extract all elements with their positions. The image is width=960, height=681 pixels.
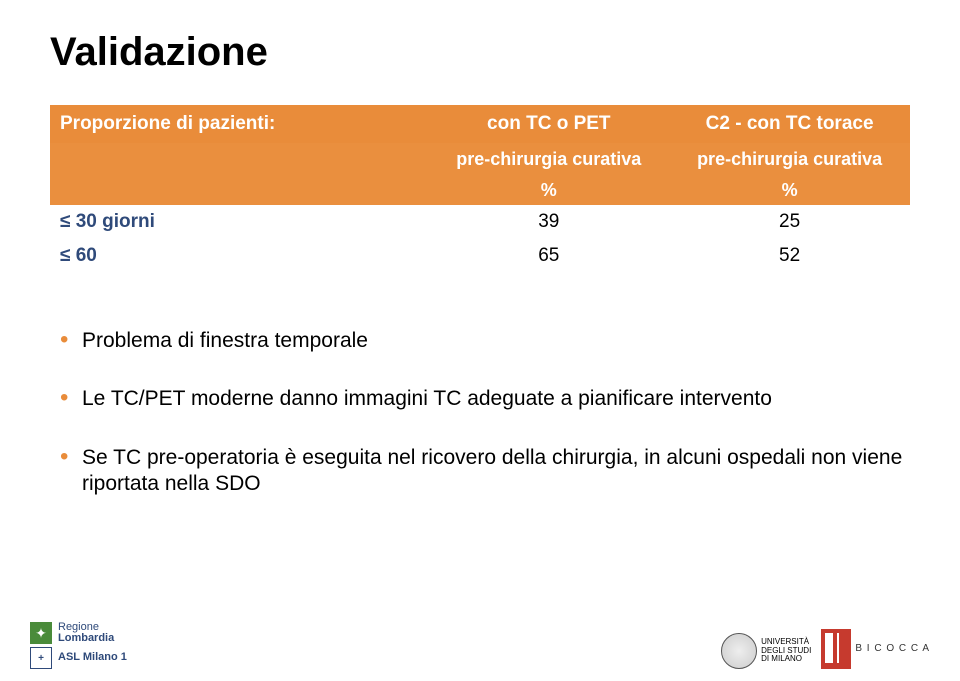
data-table: Proporzione di pazienti: con TC o PET C2… <box>50 105 910 273</box>
th-pre2: pre-chirurgia curativa <box>669 143 910 176</box>
table-row: ≤ 30 giorni 39 25 <box>50 205 910 239</box>
th-blank <box>50 143 428 176</box>
asl-logo: + ASL Milano 1 <box>30 647 127 669</box>
regione-line1: Regione <box>58 621 99 633</box>
row-val1: 65 <box>428 239 669 273</box>
row-val2: 25 <box>669 205 910 239</box>
footer: ✦ Regione Lombardia + ASL Milano 1 UNIVE… <box>0 609 960 669</box>
uni-bicocca-tower-icon <box>821 629 851 669</box>
table-row: ≤ 60 65 52 <box>50 239 910 273</box>
asl-icon: + <box>30 647 52 669</box>
row-label: ≤ 30 giorni <box>50 205 428 239</box>
table-header-row-1: Proporzione di pazienti: con TC o PET C2… <box>50 105 910 143</box>
row-val1: 39 <box>428 205 669 239</box>
regione-icon: ✦ <box>30 622 52 644</box>
bullet-item: Problema di finestra temporale <box>82 328 910 354</box>
th-pre1: pre-chirurgia curativa <box>428 143 669 176</box>
regione-lombardia-logo: ✦ Regione Lombardia <box>30 622 127 645</box>
th-c2-tc-torace: C2 - con TC torace <box>669 105 910 143</box>
bullet-item: Se TC pre-operatoria è eseguita nel rico… <box>82 445 910 498</box>
regione-text: Regione Lombardia <box>58 622 114 645</box>
regione-line2: Lombardia <box>58 632 114 644</box>
asl-text: ASL Milano 1 <box>58 652 127 664</box>
table-header-row-3: % % <box>50 176 910 205</box>
asl-label: ASL Milano 1 <box>58 651 127 663</box>
footer-logos-right: UNIVERSITÀDEGLI STUDIDI MILANO B I C O C… <box>721 629 930 669</box>
th-pct2: % <box>669 176 910 205</box>
row-val2: 52 <box>669 239 910 273</box>
bullet-list: Problema di finestra temporale Le TC/PET… <box>50 328 910 497</box>
bullet-item: Le TC/PET moderne danno immagini TC adeg… <box>82 386 910 412</box>
footer-logos-left: ✦ Regione Lombardia + ASL Milano 1 <box>30 622 127 669</box>
uni-bicocca-logo: B I C O C C A <box>821 629 930 669</box>
uni-bicocca-text: B I C O C C A <box>855 644 930 654</box>
uni-milano-text: UNIVERSITÀDEGLI STUDIDI MILANO <box>761 638 811 663</box>
uni-milano-seal-icon <box>721 633 757 669</box>
th-blank2 <box>50 176 428 205</box>
table-header-row-2: pre-chirurgia curativa pre-chirurgia cur… <box>50 143 910 176</box>
th-tc-pet: con TC o PET <box>428 105 669 143</box>
row-label: ≤ 60 <box>50 239 428 273</box>
slide-title: Validazione <box>50 30 910 75</box>
slide: Validazione Proporzione di pazienti: con… <box>0 0 960 681</box>
th-pct1: % <box>428 176 669 205</box>
uni-milano-logo: UNIVERSITÀDEGLI STUDIDI MILANO <box>721 633 811 669</box>
th-proportion: Proporzione di pazienti: <box>50 105 428 143</box>
